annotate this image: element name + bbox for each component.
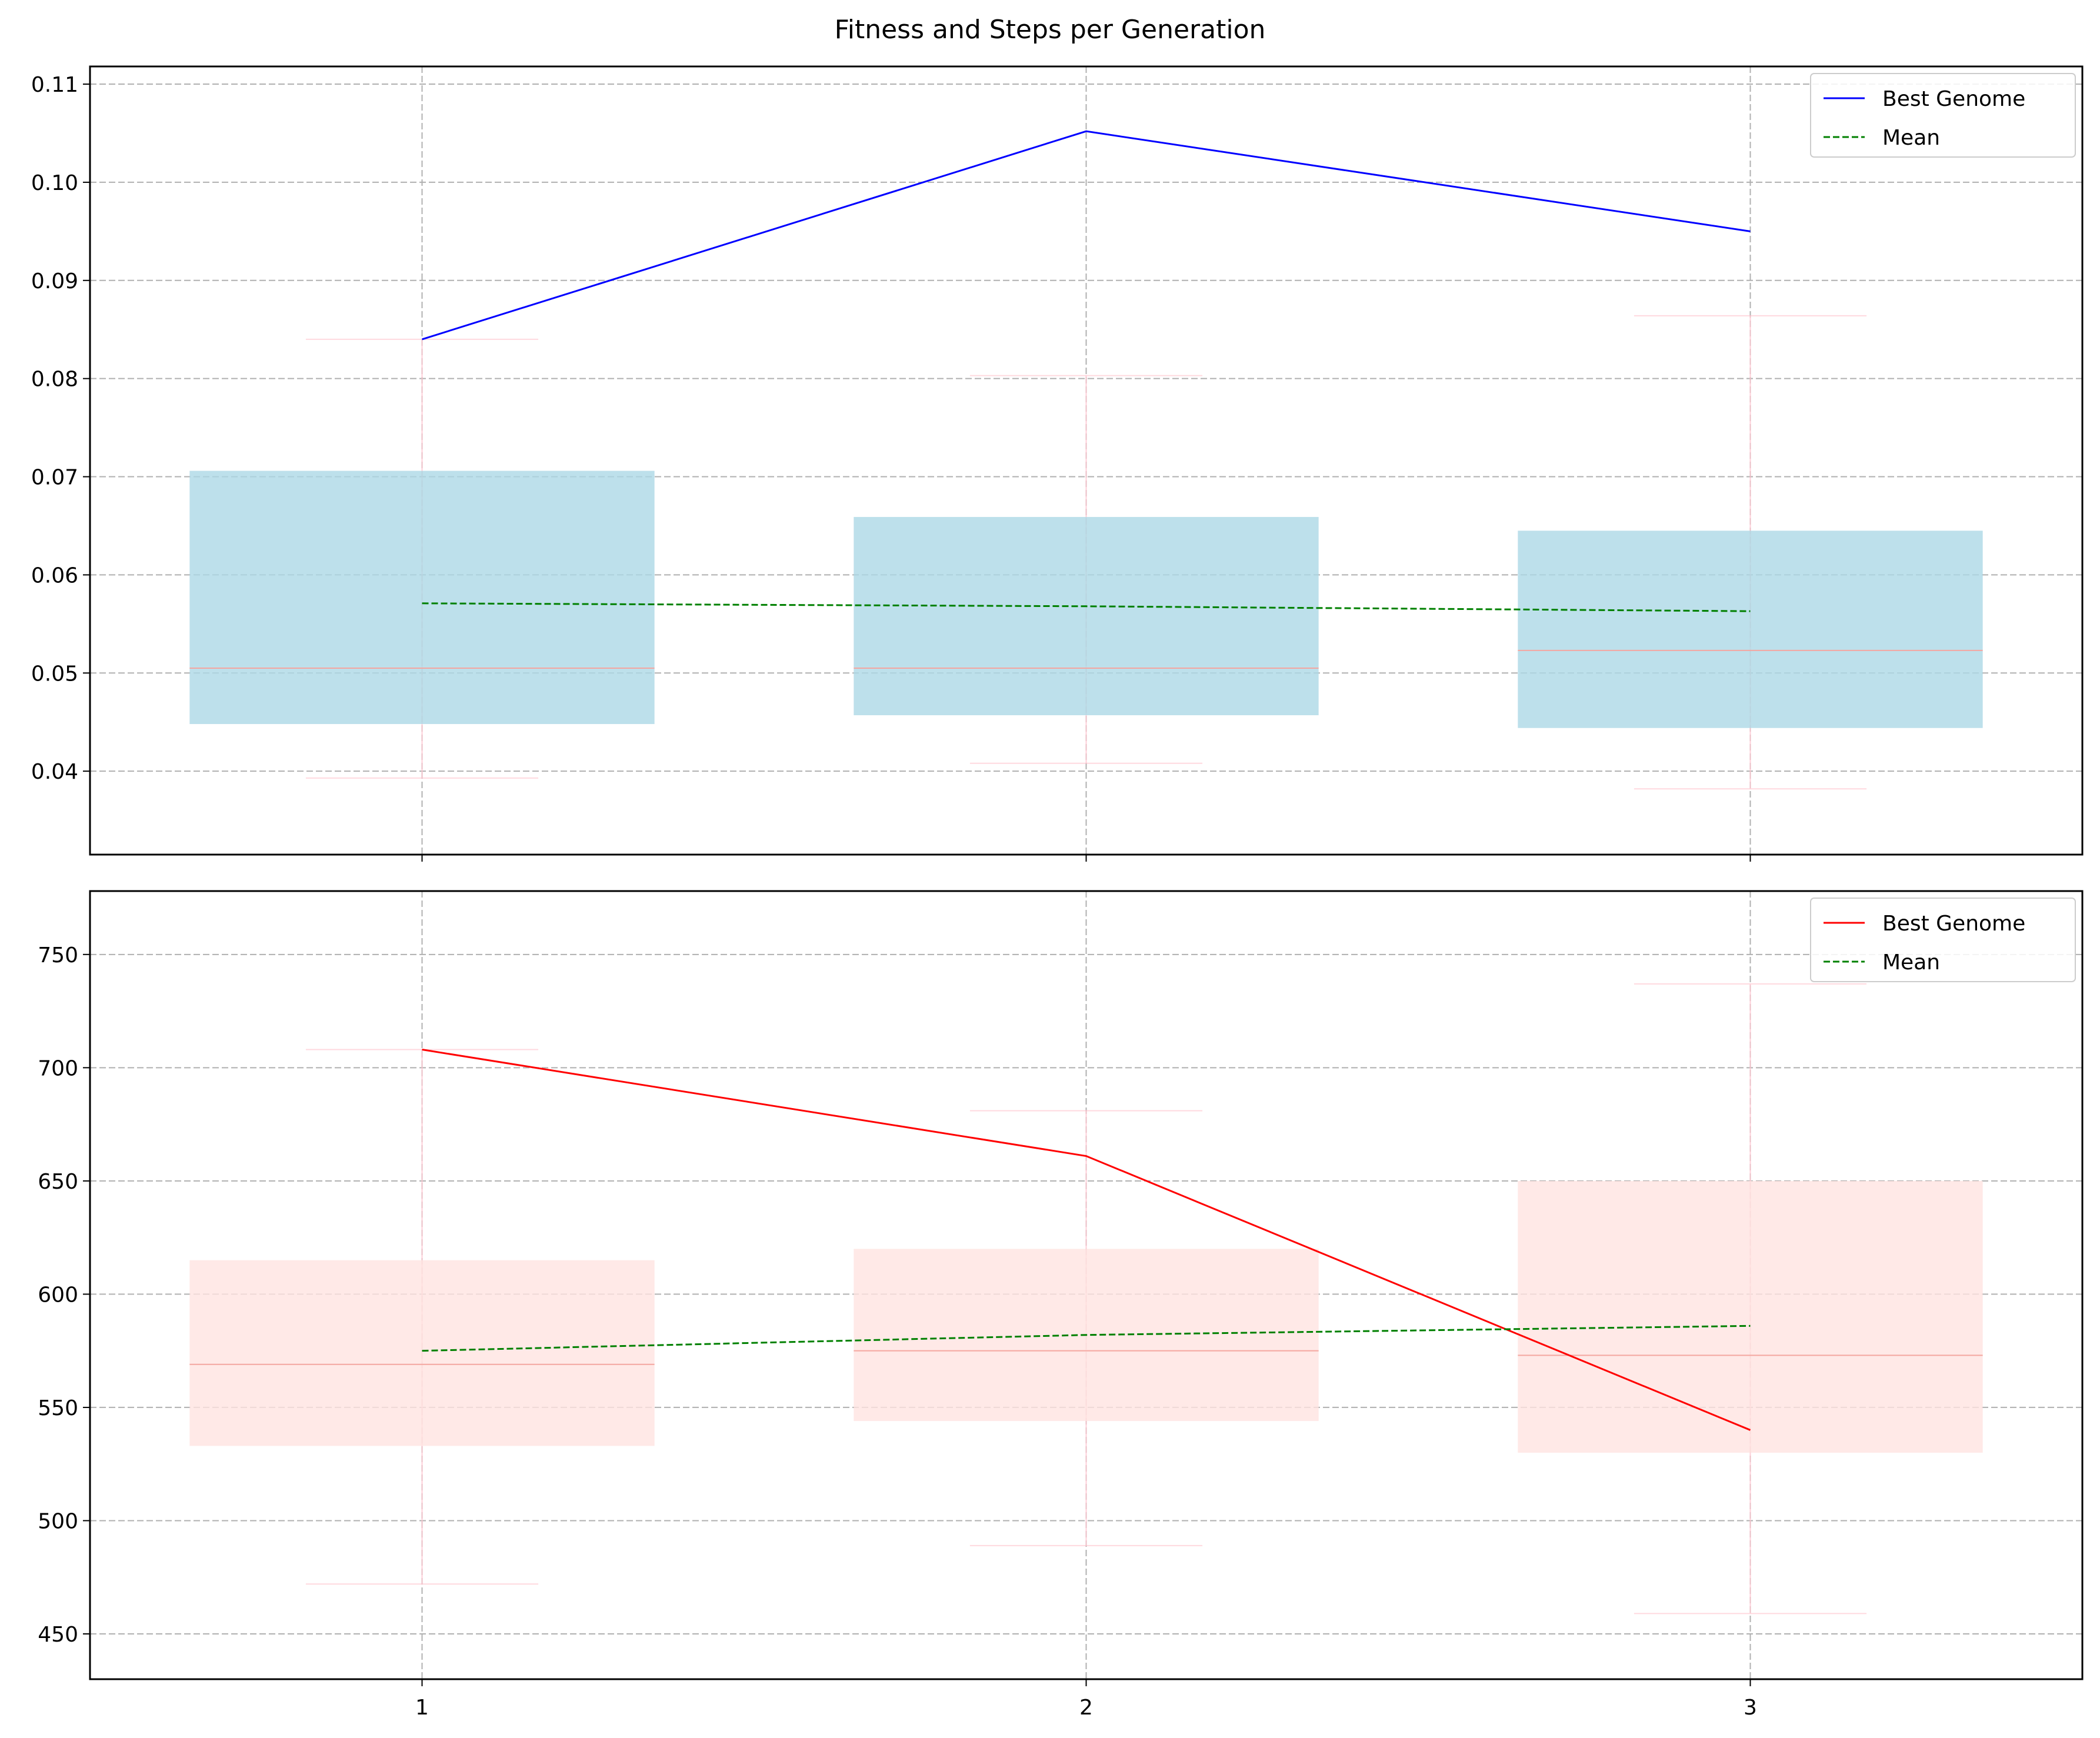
y-tick-label: 0.11 bbox=[31, 73, 78, 97]
series-line-mean bbox=[422, 1325, 1751, 1352]
legend: Best Genome Mean bbox=[1810, 73, 2076, 158]
fitness-plot: 0.04 0.05 0.06 0.07 0.08 0.09 0.10 0.11 Best Gen… bbox=[31, 65, 2084, 862]
y-tick-label: 650 bbox=[38, 1170, 78, 1194]
y-tick-label: 0.05 bbox=[31, 662, 78, 686]
y-tick-label: 550 bbox=[38, 1396, 78, 1420]
x-tick-label: 3 bbox=[1744, 1696, 1757, 1720]
box-iqr bbox=[854, 516, 1319, 716]
y-tick-label: 0.10 bbox=[31, 171, 78, 195]
legend-label: Best Genome bbox=[1882, 87, 2025, 111]
x-tick-label: 1 bbox=[415, 1696, 429, 1720]
legend-label: Mean bbox=[1882, 950, 1940, 975]
box-iqr bbox=[1518, 531, 1983, 728]
box-iqr bbox=[189, 471, 655, 725]
series-line-best-genome bbox=[422, 130, 1751, 341]
box-iqr bbox=[1518, 1180, 1983, 1453]
legend-label: Best Genome bbox=[1882, 912, 2025, 936]
y-tick-label: 0.08 bbox=[31, 368, 78, 392]
y-tick-label: 0.04 bbox=[31, 760, 78, 784]
series-line-mean bbox=[422, 602, 1751, 612]
legend-label: Mean bbox=[1882, 126, 1940, 150]
y-tick-label: 700 bbox=[38, 1056, 78, 1080]
steps-plot: 450 500 550 600 650 700 750 1 2 3 Best Genome Mean bbox=[38, 890, 2084, 1720]
x-tick-label: 2 bbox=[1079, 1696, 1093, 1720]
y-tick-label: 450 bbox=[38, 1623, 78, 1647]
box-iqr bbox=[189, 1260, 655, 1446]
y-tick-label: 0.07 bbox=[31, 466, 78, 490]
figure-title: Fitness and Steps per Generation bbox=[835, 15, 1266, 45]
legend-box bbox=[1810, 73, 2076, 158]
series-line-best-genome bbox=[422, 1049, 1751, 1431]
legend-box bbox=[1810, 898, 2076, 982]
y-tick-label: 750 bbox=[38, 943, 78, 968]
y-tick-label: 600 bbox=[38, 1283, 78, 1307]
y-tick-label: 0.09 bbox=[31, 269, 78, 293]
legend: Best Genome Mean bbox=[1810, 898, 2076, 982]
y-tick-label: 0.06 bbox=[31, 563, 78, 588]
y-tick-label: 500 bbox=[38, 1509, 78, 1533]
